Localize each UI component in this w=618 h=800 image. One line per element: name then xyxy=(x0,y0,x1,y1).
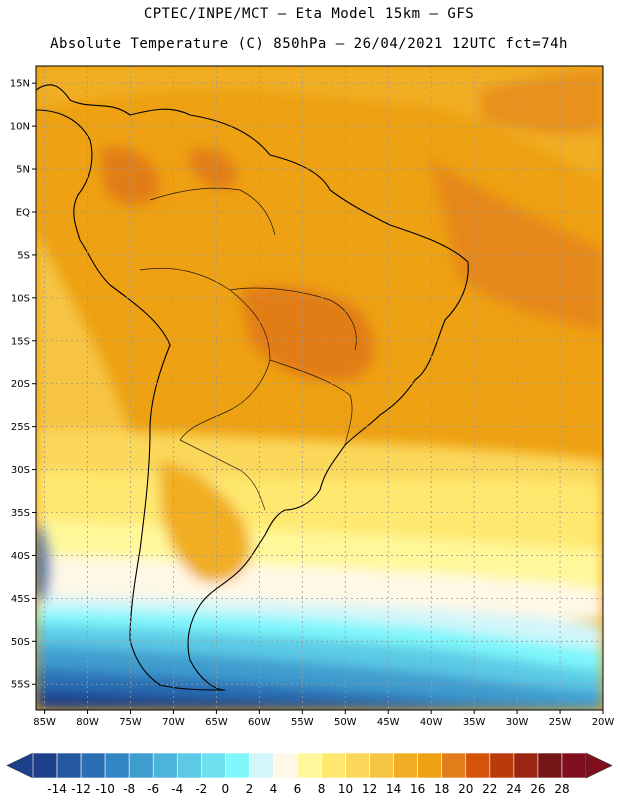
colorbar-cell xyxy=(32,752,58,779)
colorbar-cell xyxy=(201,752,226,779)
colorbar-cell xyxy=(273,752,298,779)
colorbar-cell xyxy=(561,752,587,779)
colorbar-cell xyxy=(345,752,370,779)
colorbar-cell xyxy=(369,752,394,779)
colorbar-cell xyxy=(441,752,467,779)
longitude-tick-labels: 85W 80W 75W 70W 65W 60W 55W 50W 45W 40W 35W 30W 25W 2… xyxy=(33,710,614,728)
map-subtitle: Absolute Temperature (C) 850hPa – 26/04/… xyxy=(50,36,568,52)
colorbar-cell xyxy=(513,752,539,779)
temperature-field xyxy=(36,66,603,710)
lat-tick-label: 35S xyxy=(11,508,30,519)
colorbar-label: 28 xyxy=(554,782,569,796)
colorbar-label: 24 xyxy=(506,782,521,796)
colorbar-label: 18 xyxy=(434,782,449,796)
map-frame xyxy=(35,65,604,711)
colorbar-label: 0 xyxy=(222,782,230,796)
lat-tick-label: 5S xyxy=(17,250,30,261)
lon-tick-label: 60W xyxy=(248,717,271,728)
country-borders xyxy=(139,187,357,511)
lat-tick-label: 10S xyxy=(11,293,30,304)
lon-tick-label: 55W xyxy=(291,717,314,728)
colorbar-label: 14 xyxy=(386,782,401,796)
lat-tick-label: EQ xyxy=(16,207,30,218)
lat-tick-label: 15S xyxy=(11,336,30,347)
lon-tick-label: 20W xyxy=(592,717,615,728)
colorbar-label: 22 xyxy=(482,782,497,796)
lat-tick-label: 10N xyxy=(10,122,30,133)
colorbar-label: -6 xyxy=(147,782,159,796)
graticule xyxy=(36,66,603,710)
lat-tick-label: 40S xyxy=(11,551,30,562)
coastline xyxy=(36,84,469,691)
colorbar-cell xyxy=(80,752,106,779)
colorbar-label: 6 xyxy=(294,782,302,796)
colorbar-cell xyxy=(249,752,274,779)
colorbar-label: -10 xyxy=(95,782,115,796)
colorbar-cell xyxy=(152,752,178,779)
colorbar-label: 10 xyxy=(338,782,353,796)
colorbar-cell xyxy=(393,752,418,779)
lat-tick-label: 20S xyxy=(11,379,30,390)
colorbar-label: -4 xyxy=(171,782,183,796)
lon-tick-label: 75W xyxy=(119,717,142,728)
latitude-tick-labels: 15N 10N 5N EQ 5S 10S 15S 20S 25S 30S 35S 40S 45S 50S 5… xyxy=(10,79,36,691)
lon-tick-label: 85W xyxy=(33,717,56,728)
lon-tick-label: 25W xyxy=(549,717,572,728)
lon-tick-label: 65W xyxy=(205,717,228,728)
lat-tick-label: 55S xyxy=(11,680,30,691)
colorbar-cell xyxy=(321,752,346,779)
colorbar-label: -12 xyxy=(71,782,91,796)
colorbar-label: -14 xyxy=(47,782,67,796)
colorbar-cell xyxy=(489,752,515,779)
lon-tick-label: 30W xyxy=(506,717,529,728)
colorbar-cell xyxy=(297,752,322,779)
colorbar-label: 2 xyxy=(246,782,254,796)
colorbar-label: 4 xyxy=(270,782,278,796)
lat-tick-label: 25S xyxy=(11,422,30,433)
map-title: CPTEC/INPE/MCT – Eta Model 15km – GFS xyxy=(143,6,475,22)
lat-tick-label: 30S xyxy=(11,465,30,476)
colorbar-over-arrow xyxy=(585,752,613,779)
colorbar-label: 16 xyxy=(410,782,425,796)
colorbar-cell xyxy=(56,752,82,779)
colorbar-label: 26 xyxy=(530,782,545,796)
lon-tick-label: 45W xyxy=(377,717,400,728)
colorbar-cell xyxy=(128,752,154,779)
lon-tick-label: 80W xyxy=(76,717,99,728)
temperature-map: 15N 10N 5N EQ 5S 10S 15S 20S 25S 30S 35S 40S 45S 50S 5… xyxy=(10,65,614,728)
colorbar-under-arrow xyxy=(6,752,34,779)
colorbar-cell xyxy=(465,752,491,779)
lon-tick-label: 50W xyxy=(334,717,357,728)
colorbar-cell xyxy=(417,752,443,779)
colorbar-label: 12 xyxy=(362,782,377,796)
lat-tick-label: 5N xyxy=(16,165,30,176)
lat-tick-label: 50S xyxy=(11,637,30,648)
lat-tick-label: 15N xyxy=(10,79,30,90)
lon-tick-label: 70W xyxy=(162,717,185,728)
colorbar-cell xyxy=(104,752,130,779)
colorbar-cell xyxy=(225,752,250,779)
colorbar: -14 -12 -10 -8 -6 -4 -2 0 2 4 6 8 10 12 14 16 18 20 22 24 26… xyxy=(6,752,613,796)
colorbar-label: -2 xyxy=(195,782,207,796)
colorbar-cell xyxy=(537,752,563,779)
colorbar-label: 8 xyxy=(318,782,326,796)
colorbar-label: 20 xyxy=(458,782,473,796)
lon-tick-label: 40W xyxy=(420,717,443,728)
lon-tick-label: 35W xyxy=(463,717,486,728)
colorbar-label: -8 xyxy=(123,782,135,796)
colorbar-cell xyxy=(176,752,202,779)
lat-tick-label: 45S xyxy=(11,594,30,605)
